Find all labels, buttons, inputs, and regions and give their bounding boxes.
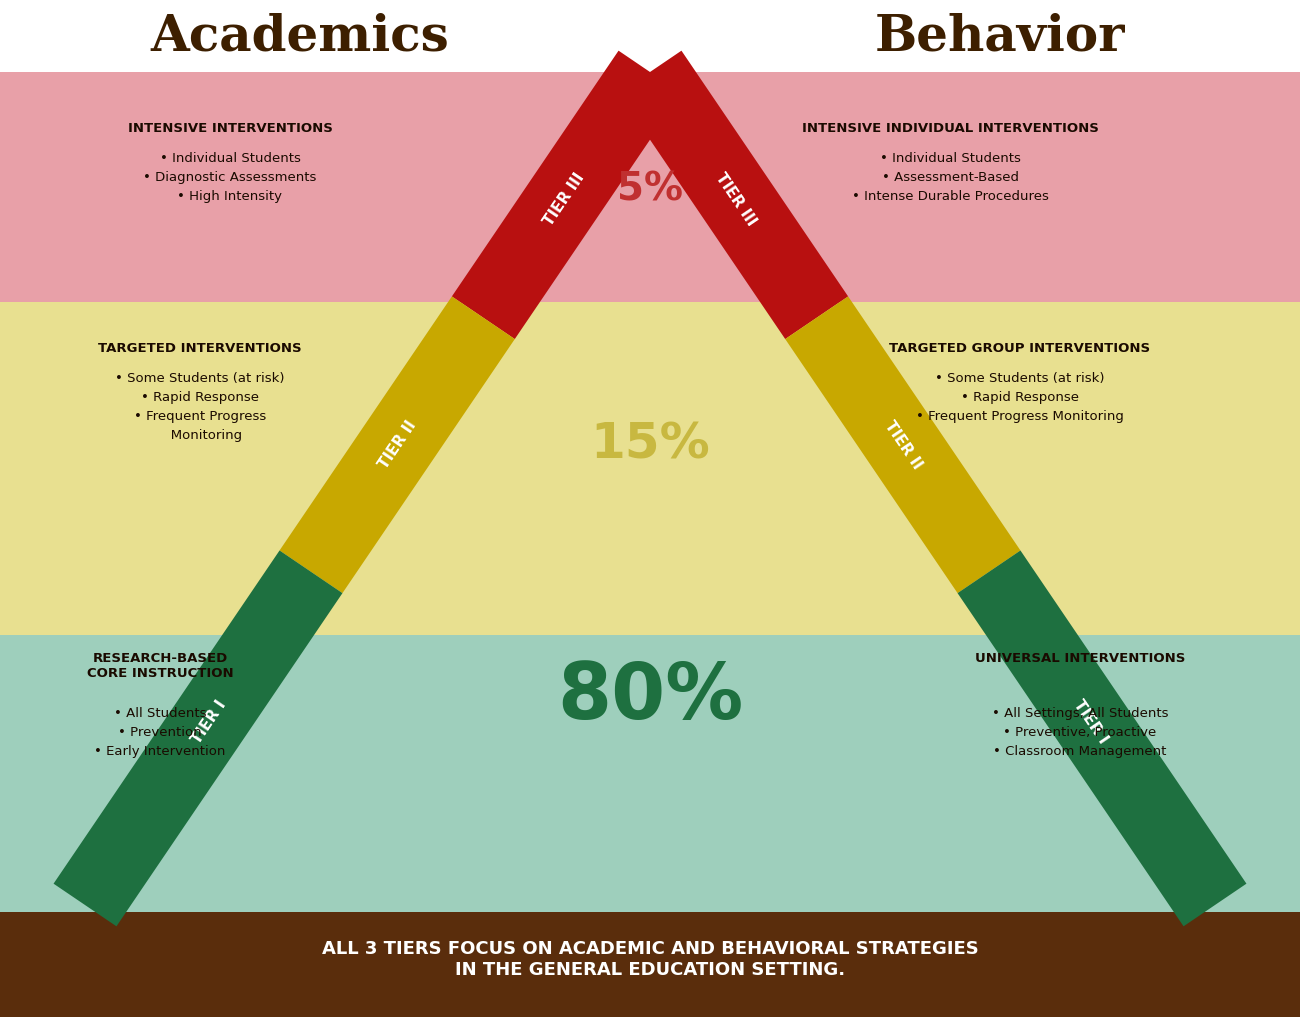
Bar	[0, 0, 1300, 302]
Text: TIER I: TIER I	[190, 698, 229, 746]
Text: 5%: 5%	[618, 171, 682, 208]
Text: ALL 3 TIERS FOCUS ON ACADEMIC AND BEHAVIORAL STRATEGIES
IN THE GENERAL EDUCATION: ALL 3 TIERS FOCUS ON ACADEMIC AND BEHAVI…	[321, 940, 979, 979]
Bar	[0, 912, 1300, 1017]
Text: TARGETED INTERVENTIONS: TARGETED INTERVENTIONS	[99, 342, 302, 355]
Text: Academics: Academics	[151, 12, 450, 61]
Text: TIER III: TIER III	[712, 170, 759, 228]
Text: • Individual Students
• Diagnostic Assessments
• High Intensity: • Individual Students • Diagnostic Asses…	[143, 152, 317, 203]
Text: 80%: 80%	[556, 659, 744, 734]
Text: TIER II: TIER II	[881, 418, 924, 472]
Text: TIER II: TIER II	[376, 418, 419, 472]
Polygon shape	[280, 296, 515, 593]
Polygon shape	[53, 550, 342, 926]
Text: • Some Students (at risk)
• Rapid Response
• Frequent Progress Monitoring: • Some Students (at risk) • Rapid Respon…	[916, 372, 1124, 423]
Text: RESEARCH-BASED
CORE INSTRUCTION: RESEARCH-BASED CORE INSTRUCTION	[87, 652, 233, 680]
Text: UNIVERSAL INTERVENTIONS: UNIVERSAL INTERVENTIONS	[975, 652, 1186, 665]
Text: INTENSIVE INTERVENTIONS: INTENSIVE INTERVENTIONS	[127, 122, 333, 135]
Text: 15%: 15%	[590, 421, 710, 469]
Text: Behavior: Behavior	[875, 12, 1126, 61]
Text: INTENSIVE INDIVIDUAL INTERVENTIONS: INTENSIVE INDIVIDUAL INTERVENTIONS	[802, 122, 1098, 135]
Text: • All Settings, All Students
• Preventive, Proactive
• Classroom Management: • All Settings, All Students • Preventiv…	[992, 707, 1169, 758]
Bar	[0, 302, 1300, 635]
Text: TIER III: TIER III	[541, 170, 588, 228]
Text: TIER I: TIER I	[1071, 698, 1110, 746]
Text: TARGETED GROUP INTERVENTIONS: TARGETED GROUP INTERVENTIONS	[889, 342, 1150, 355]
Polygon shape	[452, 51, 681, 339]
Bar	[0, 0, 1300, 302]
Bar	[0, 635, 1300, 912]
Text: • All Students
• Prevention
• Early Intervention: • All Students • Prevention • Early Inte…	[95, 707, 226, 758]
Polygon shape	[619, 51, 848, 339]
Polygon shape	[958, 550, 1247, 926]
Text: • Individual Students
• Assessment-Based
• Intense Durable Procedures: • Individual Students • Assessment-Based…	[852, 152, 1048, 203]
Polygon shape	[785, 296, 1020, 593]
Text: • Some Students (at risk)
• Rapid Response
• Frequent Progress
   Monitoring: • Some Students (at risk) • Rapid Respon…	[116, 372, 285, 442]
Bar	[0, 0, 1300, 72]
